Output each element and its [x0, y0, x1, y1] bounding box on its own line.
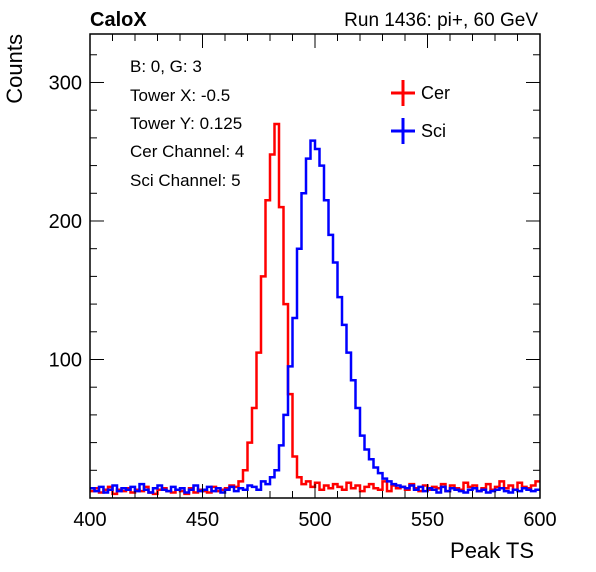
x-tick-label: 600	[523, 509, 556, 531]
info-box: B: 0, G: 3 Tower X: -0.5 Tower Y: 0.125 …	[130, 57, 244, 190]
series-line-sci	[90, 139, 540, 494]
info-line-0: B: 0, G: 3	[130, 57, 202, 76]
legend-marker-sci	[391, 118, 415, 144]
legend-label-cer: Cer	[421, 83, 450, 103]
legend-label-sci: Sci	[421, 121, 446, 141]
legend-marker-cer	[391, 80, 415, 106]
legend: Cer Sci	[391, 80, 450, 144]
x-axis-label: Peak TS	[450, 538, 534, 563]
chart-title-left: CaloX	[90, 9, 147, 31]
x-tick-label: 400	[73, 509, 106, 531]
chart-title-right: Run 1436: pi+, 60 GeV	[344, 10, 538, 31]
info-line-2: Tower Y: 0.125	[130, 114, 242, 133]
info-line-4: Sci Channel: 5	[130, 171, 241, 190]
x-tick-label: 450	[186, 509, 219, 531]
x-tick-label: 500	[298, 509, 331, 531]
y-tick-label: 300	[49, 72, 82, 94]
info-line-1: Tower X: -0.5	[130, 86, 230, 105]
y-tick-label: 200	[49, 211, 82, 233]
y-tick-label: 100	[49, 349, 82, 371]
info-line-3: Cer Channel: 4	[130, 142, 244, 161]
y-axis-label: Counts	[2, 34, 27, 104]
x-tick-label: 550	[411, 509, 444, 531]
